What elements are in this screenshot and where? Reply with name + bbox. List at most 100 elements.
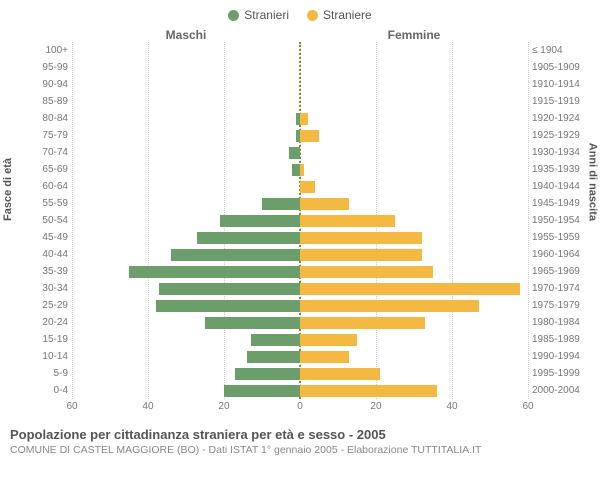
birth-label: 1970-1974 [532, 280, 590, 297]
legend-label-male: Stranieri [244, 8, 289, 22]
age-label: 70-74 [10, 144, 68, 161]
bar-female [300, 334, 357, 346]
bar-male [251, 334, 300, 346]
birth-label: 1940-1944 [532, 178, 590, 195]
x-tick-label: 20 [370, 401, 381, 412]
bar-female [300, 351, 349, 363]
bar-male [171, 249, 300, 261]
pyramid-row [72, 229, 528, 246]
bar-male [205, 317, 300, 329]
x-tick-label: 20 [218, 401, 229, 412]
legend: Stranieri Straniere [10, 8, 590, 22]
birth-label: 1935-1939 [532, 161, 590, 178]
x-tick-label: 60 [522, 401, 533, 412]
age-label: 85-89 [10, 93, 68, 110]
age-label: 40-44 [10, 246, 68, 263]
header-male: Maschi [72, 28, 300, 42]
pyramid-row [72, 59, 528, 76]
age-label: 65-69 [10, 161, 68, 178]
pyramid-row [72, 110, 528, 127]
bar-male [159, 283, 300, 295]
bar-male [197, 232, 300, 244]
x-tick-label: 60 [66, 401, 77, 412]
bar-female [300, 249, 422, 261]
birth-label: 1950-1954 [532, 212, 590, 229]
birth-label: 1930-1934 [532, 144, 590, 161]
bar-male [235, 368, 300, 380]
x-tick-label: 0 [297, 401, 303, 412]
x-tick-label: 40 [446, 401, 457, 412]
bar-female [300, 300, 479, 312]
age-label: 30-34 [10, 280, 68, 297]
birth-label: 1945-1949 [532, 195, 590, 212]
age-label: 5-9 [10, 365, 68, 382]
age-label: 95-99 [10, 59, 68, 76]
bar-female [300, 232, 422, 244]
bar-female [300, 198, 349, 210]
plot [72, 42, 528, 399]
pyramid-row [72, 365, 528, 382]
bar-male [129, 266, 300, 278]
age-label: 10-14 [10, 348, 68, 365]
age-label: 75-79 [10, 127, 68, 144]
bar-male [247, 351, 300, 363]
caption-subtitle: COMUNE DI CASTEL MAGGIORE (BO) - Dati IS… [10, 444, 590, 456]
pyramid-row [72, 76, 528, 93]
legend-label-female: Straniere [323, 8, 372, 22]
bar-female [300, 215, 395, 227]
y-axis-label-right: Anni di nascita [586, 142, 598, 220]
caption: Popolazione per cittadinanza straniera p… [0, 421, 600, 456]
bar-female [300, 266, 433, 278]
legend-item-female: Straniere [307, 8, 372, 22]
population-pyramid-chart: Stranieri Straniere Maschi Femmine Fasce… [0, 0, 600, 421]
birth-label: ≤ 1904 [532, 42, 590, 59]
pyramid-row [72, 144, 528, 161]
pyramid-row [72, 161, 528, 178]
bar-female [300, 181, 315, 193]
legend-swatch-male [228, 10, 239, 21]
x-tick-label: 40 [142, 401, 153, 412]
age-label: 45-49 [10, 229, 68, 246]
header-female: Femmine [300, 28, 528, 42]
bar-female [300, 130, 319, 142]
pyramid-row [72, 212, 528, 229]
pyramid-row [72, 93, 528, 110]
bar-male [292, 164, 300, 176]
y-axis-age: 100+95-9990-9485-8980-8475-7970-7465-696… [10, 42, 72, 399]
caption-title: Popolazione per cittadinanza straniera p… [10, 427, 590, 442]
bar-male [262, 198, 300, 210]
bar-female [300, 113, 308, 125]
birth-label: 1990-1994 [532, 348, 590, 365]
bar-female [300, 283, 520, 295]
legend-item-male: Stranieri [228, 8, 289, 22]
age-label: 100+ [10, 42, 68, 59]
legend-swatch-female [307, 10, 318, 21]
birth-label: 1905-1909 [532, 59, 590, 76]
birth-label: 1925-1929 [532, 127, 590, 144]
pyramid-plot-area: Fasce di età 100+95-9990-9485-8980-8475-… [10, 42, 590, 399]
pyramid-row [72, 314, 528, 331]
birth-label: 1910-1914 [532, 76, 590, 93]
pyramid-row [72, 246, 528, 263]
bar-female [300, 385, 437, 397]
bar-male [220, 215, 300, 227]
age-label: 35-39 [10, 263, 68, 280]
birth-label: 1995-1999 [532, 365, 590, 382]
pyramid-row [72, 195, 528, 212]
age-label: 80-84 [10, 110, 68, 127]
x-axis-ticks: 6040200204060 [72, 401, 528, 417]
age-label: 90-94 [10, 76, 68, 93]
bar-male [289, 147, 300, 159]
birth-label: 1920-1924 [532, 110, 590, 127]
bar-male [224, 385, 300, 397]
birth-label: 1915-1919 [532, 93, 590, 110]
bar-female [300, 317, 425, 329]
birth-label: 2000-2004 [532, 382, 590, 399]
column-headers: Maschi Femmine [10, 28, 590, 42]
age-label: 20-24 [10, 314, 68, 331]
bar-female [300, 368, 380, 380]
birth-label: 1955-1959 [532, 229, 590, 246]
age-label: 55-59 [10, 195, 68, 212]
pyramid-row [72, 297, 528, 314]
pyramid-row [72, 42, 528, 59]
